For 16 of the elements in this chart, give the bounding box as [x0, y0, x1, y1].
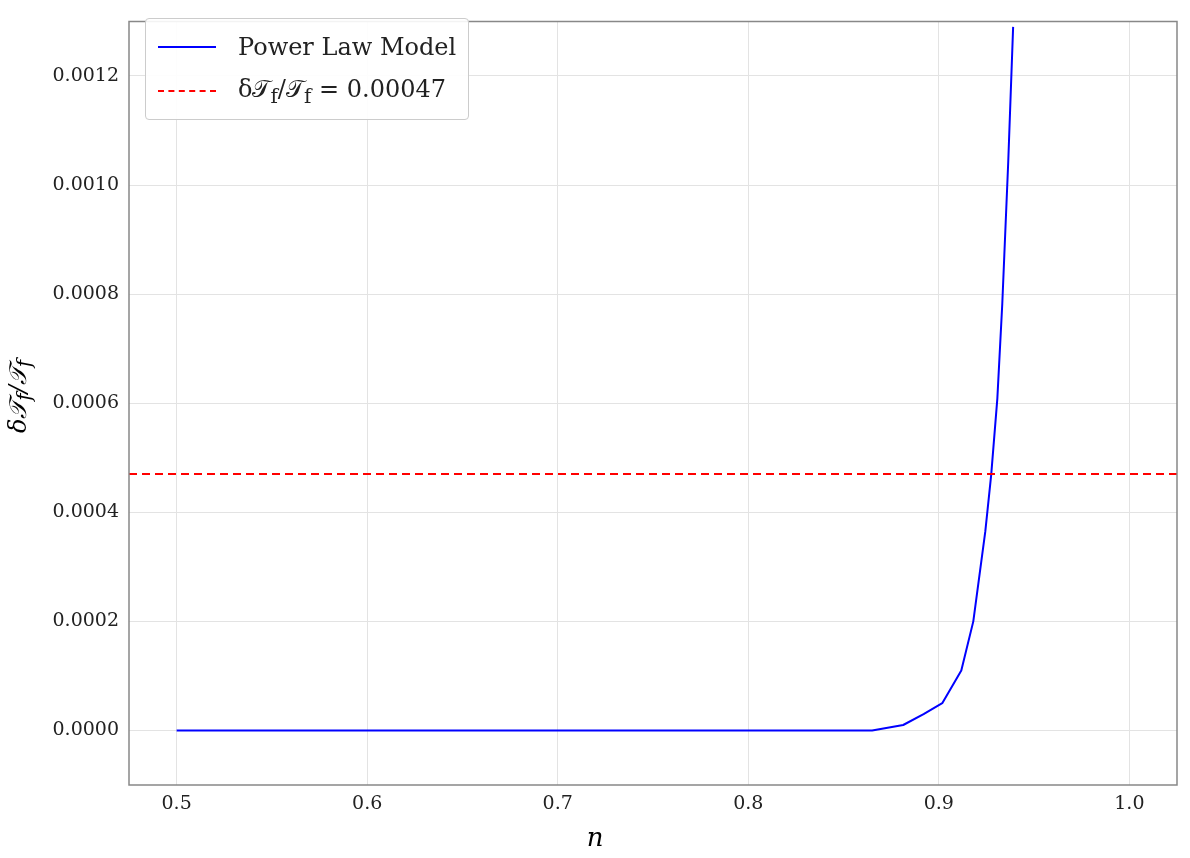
y-tick-label: 0.0012	[52, 62, 119, 85]
x-tick-label: 0.9	[923, 791, 954, 814]
y-tick-label: 0.0002	[52, 608, 119, 631]
y-tick-label: 0.0008	[52, 281, 119, 304]
y-tick-label: 0.0004	[52, 499, 119, 522]
y-tick-label: 0.0010	[52, 171, 119, 194]
x-tick-label: 1.0	[1114, 791, 1145, 814]
x-tick-label: 0.6	[352, 791, 383, 814]
y-tick-label: 0.0000	[52, 717, 119, 740]
x-tick-label: 0.7	[542, 791, 573, 814]
y-tick-label: 0.0006	[52, 390, 119, 413]
x-tick-label: 0.8	[733, 791, 764, 814]
legend-label: δ𝒯$_{f}$/𝒯$_{f}$ = 0.00047	[238, 74, 446, 108]
x-axis-title: n	[585, 822, 605, 852]
legend-label: Power Law Model	[238, 33, 457, 61]
x-tick-label: 0.5	[161, 791, 192, 814]
